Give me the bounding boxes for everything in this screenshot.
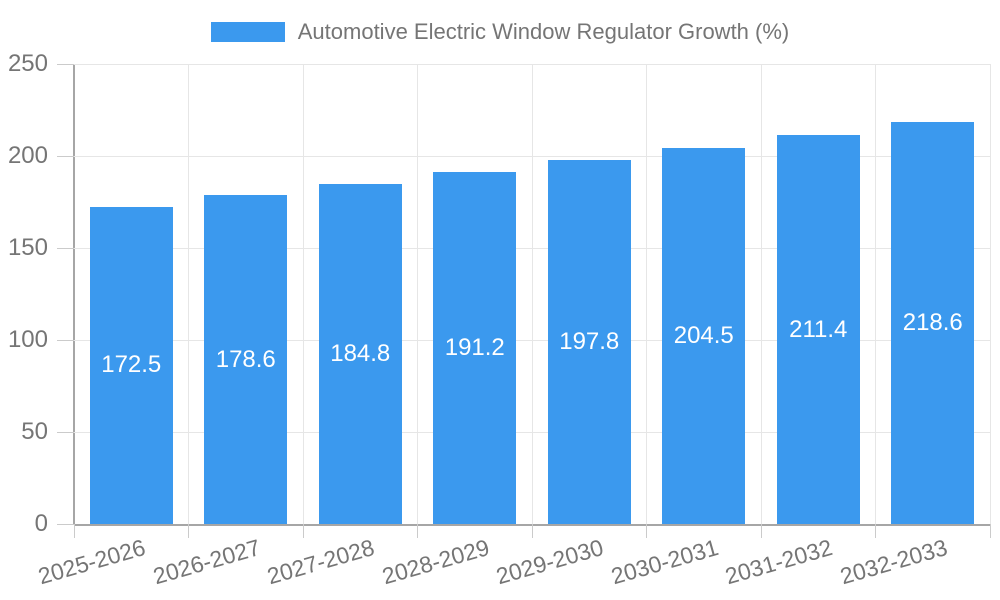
x-tick-mark bbox=[646, 524, 647, 538]
x-tick-label: 2032-2033 bbox=[837, 534, 950, 590]
bar[interactable] bbox=[776, 135, 860, 524]
y-axis-line bbox=[73, 64, 75, 524]
y-tick-label: 50 bbox=[21, 418, 48, 445]
bar[interactable] bbox=[891, 121, 975, 524]
x-grid-line bbox=[875, 64, 876, 524]
y-tick-mark bbox=[57, 63, 74, 65]
x-tick-mark bbox=[302, 524, 304, 538]
y-tick-mark bbox=[57, 523, 74, 525]
x-grid-line bbox=[646, 64, 647, 524]
x-tick-mark bbox=[531, 524, 533, 538]
x-grid-line bbox=[531, 64, 533, 524]
x-tick-label: 2029-2030 bbox=[493, 534, 607, 590]
y-tick-label: 250 bbox=[7, 50, 48, 77]
x-tick-label: 2025-2026 bbox=[35, 534, 149, 590]
x-grid-line bbox=[760, 64, 762, 524]
x-grid-line bbox=[188, 64, 189, 524]
y-tick-mark bbox=[57, 339, 74, 341]
x-tick-label: 2027-2028 bbox=[264, 534, 378, 590]
bar[interactable] bbox=[547, 160, 631, 524]
x-tick-mark bbox=[73, 524, 75, 538]
x-tick-mark bbox=[989, 524, 991, 538]
legend-swatch bbox=[210, 22, 285, 42]
x-grid-line bbox=[302, 64, 304, 524]
y-tick-mark bbox=[57, 431, 74, 433]
bar[interactable] bbox=[662, 147, 746, 524]
bar[interactable] bbox=[204, 195, 288, 524]
x-tick-label: 2030-2031 bbox=[608, 534, 721, 590]
x-tick-mark bbox=[188, 524, 189, 538]
x-tick-mark bbox=[760, 524, 762, 538]
bar[interactable] bbox=[89, 206, 173, 524]
x-tick-label: 2031-2032 bbox=[722, 534, 836, 590]
plot-area: 0 50 100 150 200 250 172.5 2025-2026 178.6 2026-2… bbox=[8, 50, 991, 589]
x-tick-label: 2028-2029 bbox=[379, 534, 492, 590]
y-tick-mark bbox=[57, 247, 74, 249]
x-grid-line bbox=[417, 64, 418, 524]
x-grid-line bbox=[989, 64, 991, 524]
x-tick-mark bbox=[875, 524, 876, 538]
chart-legend-item[interactable]: Automotive Electric Window Regulator Gro… bbox=[0, 14, 1000, 50]
y-tick-label: 100 bbox=[7, 326, 48, 353]
y-tick-mark bbox=[57, 155, 74, 157]
legend-label: Automotive Electric Window Regulator Gro… bbox=[297, 19, 790, 44]
y-tick-label: 150 bbox=[7, 234, 48, 261]
x-tick-label: 2026-2027 bbox=[150, 534, 263, 590]
x-tick-mark bbox=[417, 524, 418, 538]
y-tick-label: 200 bbox=[7, 142, 48, 169]
bar[interactable] bbox=[433, 172, 517, 524]
y-tick-label: 0 bbox=[34, 510, 48, 537]
bar[interactable] bbox=[318, 183, 402, 524]
